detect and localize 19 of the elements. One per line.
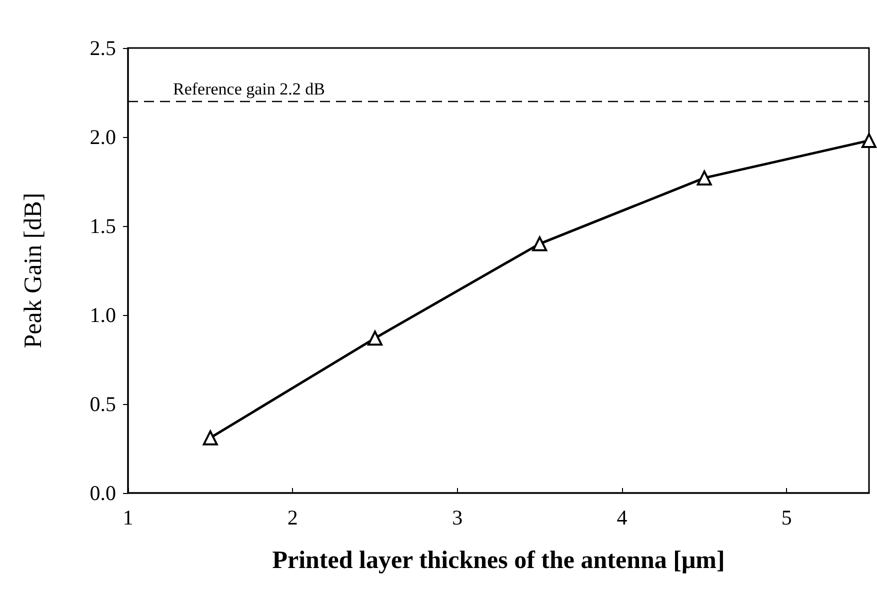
point xyxy=(862,133,876,148)
point xyxy=(202,430,218,446)
x-tick-label: 3 xyxy=(452,506,463,530)
ref-line-label: Reference gain 2.2 dB xyxy=(173,79,325,98)
y-tick-label: 1.0 xyxy=(90,303,116,327)
y-tick-label: 0.5 xyxy=(90,392,116,416)
x-tick-label: 1 xyxy=(122,506,134,530)
point xyxy=(368,330,382,346)
y-axis-title: Peak Gain [dB] xyxy=(20,192,47,348)
x-axis-title: Printed layer thicknes of the antenna [μm] xyxy=(272,547,725,574)
y-tick-label: 1.5 xyxy=(90,214,116,238)
x-tick-label: 5 xyxy=(781,506,792,530)
point xyxy=(696,170,712,186)
y-tick-label: 0.0 xyxy=(90,481,116,505)
x-tick-label: 4 xyxy=(616,506,628,530)
y-tick-label: 2.0 xyxy=(90,125,116,149)
point xyxy=(532,236,548,252)
x-tick-label: 2 xyxy=(287,506,298,530)
y-tick-label: 2.5 xyxy=(90,36,116,60)
